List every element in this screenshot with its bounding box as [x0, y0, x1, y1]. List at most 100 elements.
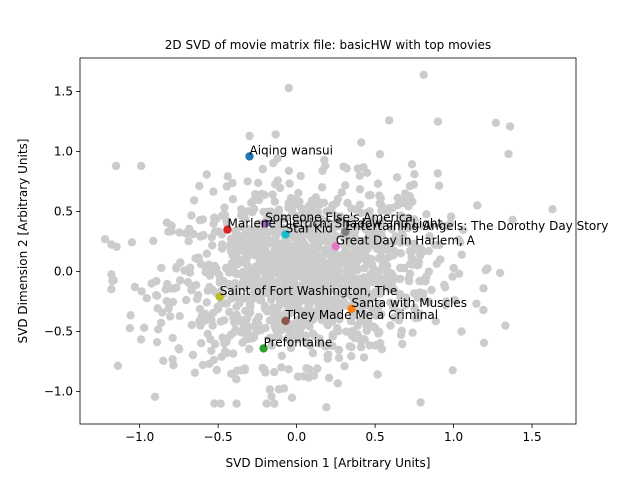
background-point	[314, 235, 324, 245]
background-point	[390, 299, 399, 309]
background-point	[317, 183, 327, 192]
background-point	[396, 330, 406, 339]
background-point	[396, 211, 406, 220]
background-point	[316, 219, 326, 229]
background-point	[416, 251, 425, 260]
background-point	[298, 237, 308, 247]
background-point	[137, 287, 146, 296]
background-point	[307, 244, 316, 253]
background-point	[448, 272, 457, 281]
background-point	[304, 259, 314, 268]
background-point	[108, 276, 117, 286]
background-point	[172, 283, 181, 292]
background-point	[308, 329, 318, 338]
background-point	[334, 353, 344, 362]
background-point	[359, 353, 369, 362]
background-point	[433, 169, 442, 178]
background-point	[100, 235, 110, 244]
background-point	[342, 164, 351, 173]
background-point	[404, 276, 414, 286]
background-point	[414, 260, 423, 270]
background-point	[334, 265, 343, 275]
background-point	[383, 207, 392, 217]
background-point	[243, 177, 252, 186]
background-point	[324, 245, 334, 254]
background-point	[270, 399, 279, 408]
background-point	[230, 318, 239, 327]
background-point	[336, 212, 345, 221]
background-point	[387, 224, 396, 234]
background-point	[248, 207, 257, 217]
x-tick-label: −0.5	[204, 430, 233, 444]
background-point	[271, 331, 281, 341]
background-point	[427, 285, 436, 295]
background-point	[457, 327, 466, 336]
background-point	[270, 213, 280, 222]
background-point	[293, 254, 302, 263]
background-point	[202, 170, 211, 179]
background-point	[262, 399, 271, 408]
background-point	[274, 385, 284, 394]
background-point	[390, 313, 399, 322]
background-point	[245, 279, 254, 289]
background-point	[270, 238, 280, 247]
background-point	[220, 316, 229, 325]
background-point	[479, 305, 488, 315]
background-point	[268, 303, 278, 312]
background-point	[205, 271, 215, 280]
background-point	[433, 117, 443, 126]
background-point	[289, 285, 298, 294]
background-point	[260, 190, 269, 200]
background-point	[273, 176, 282, 185]
background-point	[245, 305, 254, 314]
point-label: Great Day in Harlem, A	[336, 233, 476, 247]
background-point	[194, 253, 203, 262]
background-point	[152, 291, 161, 300]
point-label: Someone Else's America	[265, 211, 413, 225]
background-point	[137, 161, 146, 171]
background-point	[232, 399, 241, 408]
background-point	[162, 218, 172, 227]
background-point	[210, 339, 220, 349]
background-point	[441, 301, 451, 310]
background-point	[224, 280, 233, 289]
x-axis-label: SVD Dimension 1 [Arbitrary Units]	[226, 456, 431, 470]
background-point	[150, 392, 160, 401]
background-point	[292, 335, 302, 344]
background-point	[254, 178, 263, 188]
background-point	[233, 260, 242, 269]
background-point	[340, 218, 349, 227]
background-point	[360, 254, 369, 263]
background-point	[152, 276, 161, 286]
background-point	[126, 311, 135, 320]
background-point	[198, 360, 208, 370]
background-point	[136, 335, 146, 344]
background-point	[360, 221, 369, 230]
background-point	[239, 243, 248, 252]
background-point	[373, 276, 382, 285]
background-point	[207, 233, 216, 242]
background-point	[350, 296, 360, 305]
background-point	[347, 204, 356, 213]
background-point	[215, 278, 224, 287]
background-point	[301, 338, 311, 348]
background-point	[419, 70, 428, 80]
background-point	[328, 302, 337, 311]
background-point	[309, 371, 319, 380]
background-point	[208, 241, 217, 250]
background-point	[481, 266, 490, 275]
background-point	[296, 171, 305, 181]
highlighted-point	[261, 219, 270, 228]
background-point	[396, 219, 405, 228]
background-point	[284, 166, 294, 175]
background-point	[285, 179, 294, 188]
background-point	[449, 263, 458, 273]
background-point	[408, 260, 417, 269]
background-point	[232, 375, 241, 384]
background-point	[142, 294, 151, 303]
background-point	[259, 207, 268, 217]
background-point	[352, 244, 361, 254]
background-point	[501, 321, 510, 330]
background-point	[247, 198, 256, 207]
